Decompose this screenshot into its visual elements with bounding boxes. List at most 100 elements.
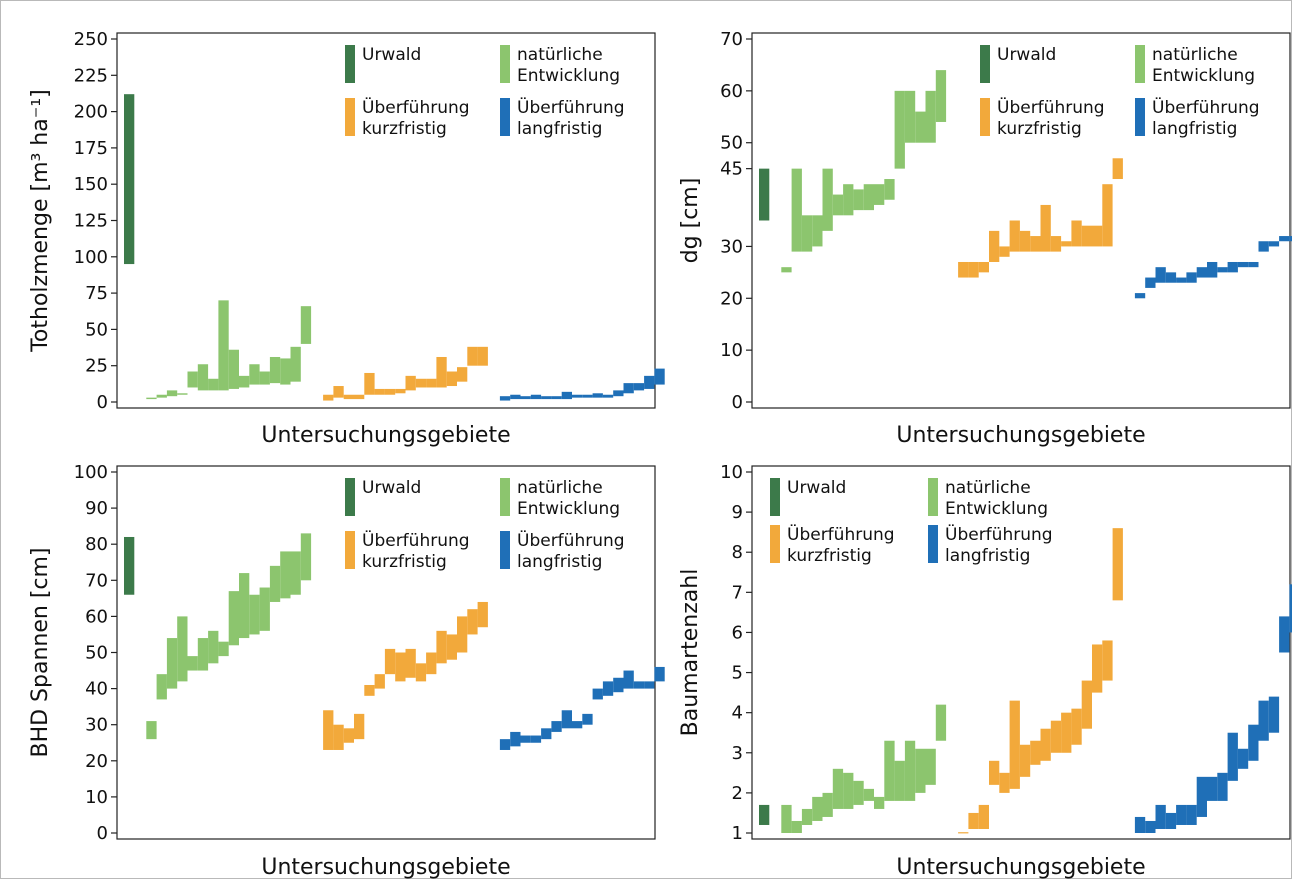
legend-label-kurz: kurzfristig — [362, 119, 447, 139]
y-tick-label: 45 — [720, 159, 743, 180]
bar-kurz-16 — [1112, 528, 1123, 601]
bar-kurz-4 — [354, 394, 365, 400]
y-tick-label: 2 — [732, 783, 743, 804]
bar-kurz-12 — [1071, 708, 1082, 745]
bar-kurz-2 — [333, 724, 344, 750]
bar-natuerlich-10 — [239, 573, 250, 639]
y-tick-label: 175 — [74, 138, 108, 159]
legend-label-lang: langfristig — [517, 552, 602, 572]
bar-natuerlich-3 — [801, 808, 813, 825]
bar-lang-12 — [613, 677, 624, 693]
bar-natuerlich-4 — [812, 796, 823, 821]
bar-natuerlich-16 — [935, 70, 947, 122]
bar-lang-11 — [602, 681, 614, 696]
bar-kurz-16 — [1112, 158, 1123, 180]
legend-swatch-natuerlich — [500, 45, 510, 83]
bar-natuerlich-11 — [249, 594, 260, 635]
bar-lang-15 — [1279, 616, 1290, 653]
bar-kurz-3 — [978, 804, 989, 829]
legend-label-urwald: Urwald — [787, 478, 846, 498]
y-tick-label: 250 — [74, 29, 108, 50]
bar-urwald-1 — [759, 804, 770, 825]
bar-lang-8 — [572, 394, 583, 398]
bar-kurz-9 — [1040, 204, 1051, 252]
bar-lang-10 — [1227, 261, 1238, 273]
chart-panel-2: 0 10 20 30 45 50 60 70 dg [cm] Untersuchungsgebie… — [678, 29, 1292, 448]
y-tick-label: 20 — [720, 288, 743, 309]
y-tick-label: 10 — [85, 787, 108, 808]
legend-label-lang: langfristig — [945, 546, 1030, 566]
bar-natuerlich-3 — [166, 638, 178, 689]
legend-label-natuerlich: Entwicklung — [517, 66, 620, 86]
bar-lang-16 — [1289, 584, 1292, 633]
bar-lang-13 — [1258, 241, 1269, 252]
bar-natuerlich-7 — [843, 184, 854, 216]
bar-lang-12 — [1248, 261, 1259, 268]
bar-lang-16 — [654, 368, 665, 385]
bar-natuerlich-5 — [187, 371, 198, 388]
legend-label-lang: Überführung — [1152, 96, 1260, 118]
bar-lang-6 — [551, 721, 562, 732]
y-tick-label: 0 — [97, 823, 108, 844]
bar-lang-7 — [561, 391, 572, 400]
bar-kurz-14 — [457, 616, 468, 653]
bar-kurz-3 — [978, 261, 989, 273]
y-tick-label: 80 — [85, 534, 108, 555]
bar-lang-15 — [644, 681, 655, 689]
y-tick-label: 6 — [732, 622, 743, 643]
bar-lang-11 — [602, 394, 614, 398]
bar-kurz-7 — [1019, 744, 1031, 777]
bar-lang-13 — [1258, 700, 1269, 741]
bar-lang-3 — [1155, 267, 1166, 283]
bar-kurz-15 — [467, 346, 478, 366]
legend-label-kurz: Überführung — [787, 523, 895, 545]
y-tick-label: 100 — [74, 247, 108, 268]
bar-natuerlich-11 — [884, 740, 895, 801]
bar-natuerlich-15 — [925, 748, 936, 785]
bar-kurz-6 — [1009, 220, 1020, 252]
bar-lang-3 — [1155, 804, 1166, 829]
bar-kurz-13 — [446, 371, 457, 387]
bar-kurz-5 — [364, 684, 375, 696]
bar-lang-1 — [1134, 816, 1146, 833]
bar-kurz-15 — [1102, 184, 1113, 247]
legend-label-lang: Überführung — [945, 523, 1053, 545]
legend-label-natuerlich: Entwicklung — [945, 499, 1048, 519]
y-tick-label: 5 — [732, 663, 743, 684]
x-axis-label: Untersuchungsgebiete — [261, 855, 510, 879]
bar-natuerlich-10 — [239, 375, 250, 388]
bar-urwald-1 — [124, 536, 135, 595]
bar-kurz-5 — [999, 246, 1010, 257]
bar-natuerlich-14 — [915, 748, 926, 793]
legend-swatch-lang — [500, 531, 510, 569]
y-tick-label: 100 — [74, 462, 108, 483]
bar-kurz-11 — [1061, 712, 1072, 753]
legend-label-natuerlich: natürliche — [517, 45, 603, 65]
bar-lang-5 — [541, 396, 552, 400]
bar-urwald-1 — [124, 94, 135, 265]
bar-natuerlich-7 — [208, 378, 219, 391]
bar-natuerlich-13 — [904, 90, 916, 143]
bar-kurz-12 — [436, 356, 447, 388]
bar-lang-4 — [530, 394, 542, 400]
y-tick-label: 125 — [74, 211, 108, 232]
bar-kurz-14 — [1092, 644, 1103, 693]
y-tick-label: 70 — [720, 29, 743, 50]
legend-label-natuerlich: natürliche — [1152, 45, 1238, 65]
y-tick-label: 50 — [85, 319, 108, 340]
bar-natuerlich-6 — [832, 194, 844, 216]
y-tick-label: 50 — [720, 133, 743, 154]
bar-kurz-12 — [436, 630, 447, 664]
bar-lang-2 — [1145, 277, 1156, 288]
bar-kurz-13 — [446, 634, 457, 660]
bar-kurz-2 — [333, 386, 344, 398]
bar-natuerlich-12 — [259, 587, 270, 631]
bar-natuerlich-13 — [269, 356, 281, 384]
y-tick-label: 30 — [720, 236, 743, 257]
y-tick-label: 7 — [732, 582, 743, 603]
bar-natuerlich-4 — [812, 215, 823, 247]
bar-natuerlich-8 — [853, 780, 864, 805]
legend-swatch-natuerlich — [500, 478, 510, 516]
bar-lang-2 — [510, 731, 521, 747]
bar-natuerlich-12 — [894, 760, 905, 801]
